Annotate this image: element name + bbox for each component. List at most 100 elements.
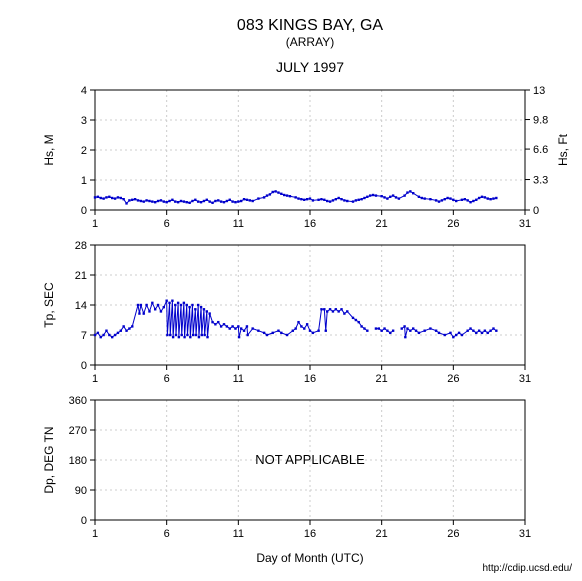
data-point (175, 334, 177, 336)
data-point (266, 194, 268, 196)
data-point (180, 200, 182, 202)
data-point (168, 302, 170, 304)
data-point (154, 201, 156, 203)
title-period: JULY 1997 (276, 59, 344, 75)
data-point (312, 332, 314, 334)
data-point (195, 334, 197, 336)
data-point (163, 306, 165, 308)
data-point (326, 310, 328, 312)
data-point (320, 198, 322, 200)
data-point (197, 304, 199, 306)
data-point (108, 196, 110, 198)
data-point (122, 198, 124, 200)
data-point (223, 201, 225, 203)
data-point (492, 327, 494, 329)
xaxis-label: Day of Month (UTC) (256, 551, 363, 565)
data-point (203, 334, 205, 336)
data-point (97, 332, 99, 334)
data-point (223, 323, 225, 325)
ytick-label-right: 13 (533, 85, 545, 97)
data-point (297, 321, 299, 323)
data-point (489, 330, 491, 332)
footer-url: http://cdip.ucsd.edu/ (482, 563, 572, 574)
data-point (292, 330, 294, 332)
data-point (277, 330, 279, 332)
data-point (489, 198, 491, 200)
data-point (337, 197, 339, 199)
data-point (335, 198, 337, 200)
data-point (200, 201, 202, 203)
ytick-label-right: 9.8 (533, 115, 548, 127)
xtick-label: 11 (233, 528, 244, 540)
data-point (194, 199, 196, 201)
data-point (335, 308, 337, 310)
data-point (325, 330, 327, 332)
data-point (192, 334, 194, 336)
data-point (435, 199, 437, 201)
data-point (360, 325, 362, 327)
data-point (238, 336, 240, 338)
panel-hs: 0123403.36.69.813Hs, Ft161116212631Hs, M (42, 85, 570, 230)
ytick-label-left: 4 (81, 85, 87, 97)
data-point (194, 308, 196, 310)
data-point (329, 200, 331, 202)
data-point (464, 198, 466, 200)
xtick-label: 31 (519, 218, 531, 230)
data-point (375, 194, 377, 196)
data-point (326, 200, 328, 202)
data-point (165, 201, 167, 203)
data-point (151, 200, 153, 202)
ytick-label-left: 180 (69, 455, 87, 467)
ytick-label-left: 0 (81, 205, 87, 217)
data-point (352, 317, 354, 319)
data-point (487, 197, 489, 199)
data-point (289, 195, 291, 197)
ylabel-left: Dp, DEG TN (42, 426, 56, 493)
data-point (174, 304, 176, 306)
data-point (475, 332, 477, 334)
data-point (171, 300, 173, 302)
data-point (229, 199, 231, 201)
data-point (198, 336, 200, 338)
data-point (145, 199, 147, 201)
data-point (206, 310, 208, 312)
data-point (237, 200, 239, 202)
data-point (366, 196, 368, 198)
ytick-label-left: 3 (81, 115, 87, 127)
xtick-label: 1 (92, 528, 98, 540)
data-point (306, 323, 308, 325)
data-point (332, 310, 334, 312)
data-point (211, 202, 213, 204)
data-point (449, 197, 451, 199)
data-point (466, 330, 468, 332)
data-point (183, 336, 185, 338)
data-point (131, 199, 133, 201)
data-point (343, 199, 345, 201)
chart-svg: 083 KINGS BAY, GA(ARRAY)JULY 19970123403… (0, 0, 582, 581)
data-point (257, 330, 259, 332)
ytick-label-left: 90 (75, 485, 87, 497)
data-point (220, 200, 222, 202)
data-point (418, 332, 420, 334)
data-point (369, 194, 371, 196)
data-point (455, 334, 457, 336)
data-point (183, 200, 185, 202)
data-point (343, 312, 345, 314)
data-point (251, 327, 253, 329)
data-point (386, 197, 388, 199)
data-point (188, 202, 190, 204)
data-point (220, 325, 222, 327)
xtick-label: 6 (164, 373, 170, 385)
ytick-label-left: 0 (81, 360, 87, 372)
data-point (203, 308, 205, 310)
data-point (401, 327, 403, 329)
data-point (346, 310, 348, 312)
data-point (169, 334, 171, 336)
data-point (484, 196, 486, 198)
data-point (294, 196, 296, 198)
data-point (323, 308, 325, 310)
data-point (280, 193, 282, 195)
data-point (383, 196, 385, 198)
data-point (492, 197, 494, 199)
xtick-label: 21 (376, 373, 388, 385)
